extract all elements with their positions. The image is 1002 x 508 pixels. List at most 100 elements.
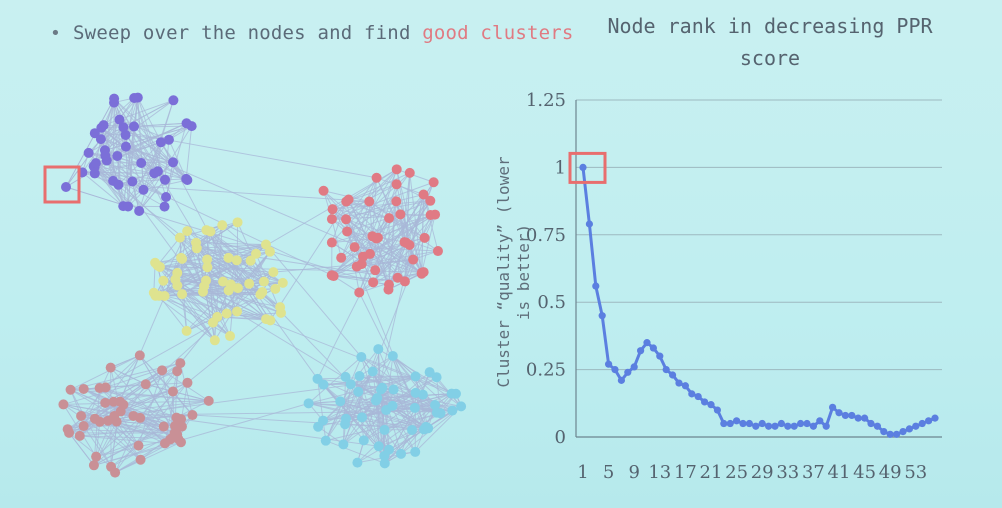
graph-node — [176, 252, 187, 263]
graph-edge — [392, 355, 416, 377]
graph-node — [396, 448, 407, 459]
graph-node — [416, 267, 427, 278]
graph-edge — [99, 387, 182, 420]
graph-edge — [103, 125, 124, 207]
graph-edge — [392, 355, 424, 395]
graph-node — [327, 204, 338, 215]
chart-title: Node rank in decreasing PPR score — [607, 14, 933, 70]
data-point — [829, 403, 837, 411]
bullet-dot-icon: • — [50, 23, 62, 44]
graph-node — [265, 315, 276, 326]
graph-node — [430, 209, 441, 220]
graph-node — [94, 383, 105, 394]
y-tick-label: 0.75 — [526, 225, 566, 246]
graph-edge — [95, 421, 101, 457]
graph-edge — [356, 266, 425, 430]
graph-node — [120, 129, 131, 140]
graph-edge — [65, 138, 102, 188]
graph-edge — [397, 214, 436, 279]
graph-node — [129, 92, 140, 103]
graph-node — [387, 350, 398, 361]
network-graph — [43, 92, 467, 478]
graph-edge — [122, 126, 135, 207]
data-point — [797, 419, 805, 428]
graph-node — [88, 460, 99, 471]
graph-edge — [237, 271, 274, 289]
seed-node — [61, 182, 71, 192]
graph-edge — [114, 441, 182, 474]
data-point — [893, 430, 901, 438]
graph-edge — [308, 402, 453, 412]
graph-node — [118, 122, 129, 133]
graph-edge — [175, 279, 227, 314]
graph-edge — [113, 98, 162, 143]
graph-node — [134, 350, 145, 361]
graph-node — [112, 150, 123, 161]
graph-node — [134, 205, 145, 216]
graph-node — [65, 384, 76, 395]
graph-node — [379, 458, 390, 469]
data-point — [688, 390, 696, 398]
graph-node — [94, 416, 105, 427]
graph-node — [225, 331, 236, 342]
data-point — [630, 363, 638, 371]
graph-edge — [357, 391, 402, 455]
graph-edge — [106, 160, 204, 292]
data-point — [585, 220, 594, 228]
graph-edge — [139, 370, 178, 419]
graph-node — [78, 421, 89, 432]
graph-node — [136, 158, 147, 169]
graph-edge — [179, 251, 271, 364]
graph-edge — [95, 119, 120, 164]
data-point — [579, 163, 587, 171]
x-tick-label: 1 — [577, 462, 588, 483]
graph-node — [245, 255, 256, 266]
graph-node — [138, 184, 149, 195]
data-point — [643, 339, 651, 347]
graph-node — [353, 386, 364, 397]
graph-node — [209, 335, 220, 346]
graph-edge — [114, 375, 416, 417]
graph-node — [105, 362, 116, 373]
graph-edge — [175, 278, 263, 293]
graph-node — [168, 157, 179, 168]
graph-edge — [375, 400, 380, 447]
graph-edge — [122, 161, 174, 207]
graph-edge — [168, 139, 187, 180]
graph-edge — [415, 376, 429, 429]
data-point — [899, 428, 907, 436]
graph-node — [364, 196, 375, 207]
graph-node — [354, 371, 365, 382]
graph-edge — [206, 280, 264, 283]
graph-node — [379, 424, 390, 435]
graph-edge — [82, 171, 124, 207]
graph-node — [399, 276, 410, 287]
graph-node — [377, 382, 388, 393]
data-point — [912, 422, 920, 430]
graph-node — [106, 461, 117, 472]
data-point — [707, 401, 715, 409]
graph-node — [159, 201, 170, 212]
graph-node — [345, 379, 356, 390]
graph-edge — [68, 432, 95, 466]
graph-node — [168, 95, 179, 106]
graph-node — [74, 430, 85, 441]
graph-node — [383, 279, 394, 290]
graph-edge — [196, 244, 266, 249]
graph-node — [399, 237, 410, 248]
graph-edge — [119, 119, 170, 141]
graph-edge — [125, 146, 144, 190]
graph-node — [90, 158, 101, 169]
graph-edge — [158, 295, 188, 332]
graph-node — [370, 265, 381, 276]
graph-node — [205, 226, 216, 237]
graph-edge — [181, 221, 238, 260]
graph-node — [343, 194, 354, 205]
graph-node — [417, 389, 428, 400]
x-tick-label: 25 — [725, 462, 748, 483]
data-point — [880, 428, 888, 436]
graph-node — [135, 412, 146, 423]
graph-edge — [206, 259, 283, 284]
graph-edge — [265, 244, 362, 358]
data-point — [873, 422, 882, 430]
